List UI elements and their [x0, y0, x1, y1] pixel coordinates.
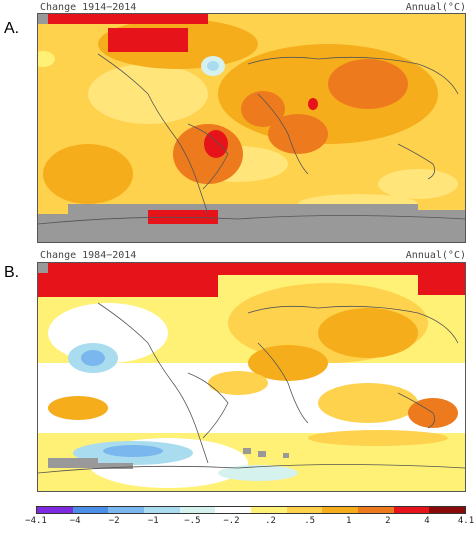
panel-a-letter: A.	[4, 20, 20, 37]
panel-b-title: Change 1984−2014	[40, 250, 137, 261]
legend-tick-label: −2	[108, 516, 120, 526]
legend-swatch	[429, 507, 466, 513]
legend-tick-label: −.2	[223, 516, 240, 526]
legend-swatch	[179, 507, 216, 513]
legend-swatch	[144, 507, 180, 513]
legend-swatch	[393, 507, 430, 513]
legend-tick-label: −4.1	[25, 516, 47, 526]
panel-b-map	[37, 262, 466, 492]
panel-a-map-graphic	[38, 14, 465, 242]
legend-tick-label: .2	[265, 516, 276, 526]
panel-b-letter: B.	[4, 264, 20, 281]
color-legend	[36, 506, 466, 514]
panel-b-map-graphic	[38, 263, 465, 491]
legend-swatch	[37, 507, 73, 513]
legend-swatch	[322, 507, 359, 513]
legend-tick-label: 2	[385, 516, 391, 526]
legend-tick-label: 1	[346, 516, 352, 526]
legend-swatch	[251, 507, 287, 513]
panel-b-units: Annual(°C)	[405, 250, 466, 261]
panel-a-map	[37, 13, 466, 243]
legend-tick-label: −4	[69, 516, 81, 526]
legend-tick-label: −.5	[184, 516, 201, 526]
panel-a-units: Annual(°C)	[405, 2, 466, 13]
panel-a-coastlines	[38, 53, 465, 225]
panel-a-title: Change 1914−2014	[40, 2, 137, 13]
legend-swatch	[286, 507, 323, 513]
legend-swatch	[72, 507, 109, 513]
legend-swatch	[358, 507, 394, 513]
legend-swatch	[215, 507, 252, 513]
legend-tick-label: 4	[424, 516, 430, 526]
legend-tick-label: 4.1	[457, 516, 474, 526]
panel-b-coastlines	[38, 302, 465, 474]
legend-tick-label: .5	[304, 516, 316, 526]
legend-swatch	[108, 507, 145, 513]
legend-tick-label: −1	[147, 516, 159, 526]
